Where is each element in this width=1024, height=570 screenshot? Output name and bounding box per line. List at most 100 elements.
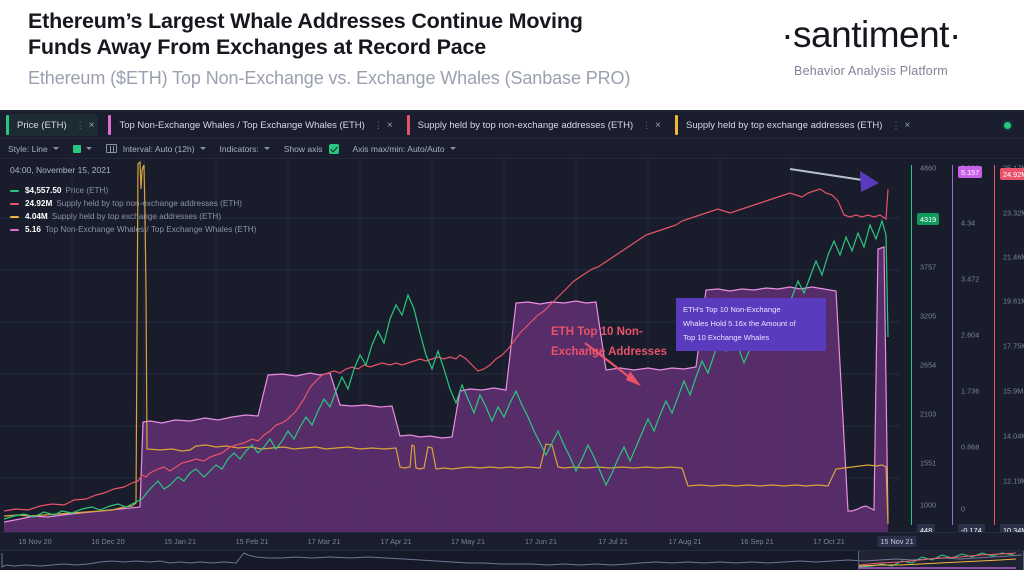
axis-current-value-badge: 24.92M [1000, 168, 1024, 180]
show-axis-toggle[interactable]: Show axis [283, 143, 339, 154]
series-whale-ratio-area [4, 247, 888, 532]
legend-value: $4,557.50 [25, 186, 62, 195]
chip-menu-icon[interactable]: ⋮ [642, 119, 652, 130]
legend-value: 5.16 [25, 225, 41, 234]
metric-chip-bar: Price (ETH) ⋮ × Top Non-Exchange Whales … [0, 112, 1024, 139]
metric-chip-exchange-supply[interactable]: Supply held by top exchange addresses (E… [674, 114, 914, 136]
page-title: Ethereum’s Largest Whale Addresses Conti… [28, 8, 758, 60]
chip-label: Supply held by top exchange addresses (E… [685, 119, 883, 131]
axis-tick: 4.34 [961, 218, 976, 228]
chip-close-icon[interactable]: × [904, 119, 911, 131]
axis-current-value-badge: 4319 [917, 213, 940, 225]
legend-row: 5.16 Top Non-Exchange Whales / Top Excha… [10, 225, 285, 234]
axis-line [911, 165, 912, 525]
color-swatch-icon [72, 144, 81, 153]
x-axis-tick: 17 May 21 [450, 537, 486, 546]
annotation-callout-box: ETH's Top 10 Non-Exchange Whales Hold 5.… [676, 298, 826, 351]
axis-tick: 0 [961, 504, 966, 514]
axis-tick: 23.32M [1003, 208, 1024, 218]
x-axis-tick: 17 Apr 21 [380, 537, 412, 546]
interval-selector[interactable]: Interval: Auto (12h) [105, 144, 206, 154]
legend-date: 04:00, November 15, 2021 [10, 165, 111, 175]
legend-row: 4.04M Supply held by top exchange addres… [10, 212, 285, 221]
series-whale-ratio-line [3, 246, 889, 523]
chart-x-axis: 15 Nov 20 16 Dec 20 15 Jan 21 15 Feb 21 … [0, 532, 1024, 550]
x-axis-tick: 16 Sep 21 [740, 537, 774, 546]
chip-label: Price (ETH) [17, 119, 67, 131]
x-axis-tick: 17 Oct 21 [813, 537, 845, 546]
chevron-down-icon [449, 147, 456, 150]
style-selector[interactable]: Style: Line [8, 144, 59, 154]
legend-color-dash [10, 189, 19, 192]
legend-color-dash [10, 228, 19, 231]
metric-chip-nonexchange-supply[interactable]: Supply held by top non-exchange addresse… [406, 114, 665, 136]
brand-tagline: Behavior Analysis Platform [794, 64, 948, 78]
color-selector[interactable] [72, 144, 92, 153]
page-title-line-1: Ethereum’s Largest Whale Addresses Conti… [28, 9, 583, 33]
chart-canvas[interactable]: santiment [0, 159, 1024, 532]
axis-tick: 17.75M [1003, 341, 1024, 351]
callout-line-3: Top 10 Exchange Whales [683, 333, 770, 342]
annotation-nonexchange-line-2: Exchange Addresses [551, 346, 667, 358]
page-subtitle: Ethereum ($ETH) Top Non-Exchange vs. Exc… [28, 68, 631, 88]
style-label: Style: Line [8, 143, 48, 154]
minimap-window-series [857, 552, 1017, 569]
show-axis-label: Show axis [283, 143, 323, 154]
chip-color-swatch [6, 115, 9, 135]
chart-minimap[interactable] [0, 550, 1024, 570]
axis-line [952, 165, 953, 525]
legend-row: 24.92M Supply held by top non-exchange a… [10, 199, 285, 208]
annotation-nonexchange-label: ETH Top 10 Non- Exchange Addresses [551, 322, 667, 362]
axis-tick: 1551 [920, 458, 937, 468]
annotation-nonexchange-line-1: ETH Top 10 Non- [551, 326, 643, 338]
x-axis-tick: 17 Mar 21 [307, 537, 341, 546]
chip-menu-icon[interactable]: ⋮ [891, 119, 901, 130]
chip-close-icon[interactable]: × [655, 119, 661, 131]
axis-tick: 19.61M [1003, 296, 1024, 306]
indicators-label: Indicators: [219, 143, 259, 154]
legend-value: 24.92M [25, 199, 53, 208]
legend-name: Supply held by top non-exchange addresse… [56, 199, 243, 208]
checkbox-checked-icon[interactable] [328, 143, 339, 154]
legend-value: 4.04M [25, 212, 48, 221]
axis-tick: 2103 [920, 409, 937, 419]
metric-chip-whale-ratio[interactable]: Top Non-Exchange Whales / Top Exchange W… [108, 114, 396, 136]
legend-color-dash [10, 202, 19, 205]
header-text-block: Ethereum’s Largest Whale Addresses Conti… [28, 8, 758, 89]
chip-close-icon[interactable]: × [386, 119, 393, 131]
chip-menu-icon[interactable]: ⋮ [373, 119, 383, 130]
callout-line-2: Whales Hold 5.16x the Amount of [683, 319, 796, 328]
x-axis-tick: 15 Feb 21 [235, 537, 269, 546]
chevron-down-icon [263, 147, 270, 150]
x-axis-tick: 17 Jun 21 [524, 537, 558, 546]
chip-close-icon[interactable]: × [88, 119, 95, 131]
axis-line [994, 165, 995, 525]
chip-menu-icon[interactable]: ⋮ [75, 119, 85, 130]
brand-name: ·santiment· [781, 14, 961, 55]
chip-color-swatch [674, 115, 678, 135]
minimap-selection-window[interactable] [858, 551, 1024, 570]
chart-legend-tooltip: 04:00, November 15, 2021 $4,557.50 Price… [10, 165, 285, 238]
chart-app: Price (ETH) ⋮ × Top Non-Exchange Whales … [0, 112, 1024, 570]
annotation-arrow-red [584, 342, 641, 386]
chevron-down-icon [85, 147, 92, 150]
axis-tick: 14.04M [1003, 431, 1024, 441]
axis-tick: 2.604 [961, 330, 980, 340]
chevron-down-icon [52, 147, 59, 150]
x-axis-current-tick: 15 Nov 21 [877, 536, 917, 547]
axis-tick: 3205 [920, 311, 937, 321]
x-axis-tick: 15 Jan 21 [163, 537, 197, 546]
santiment-logo: ·santiment· Behavior Analysis Platform [736, 14, 1006, 78]
right-axes-group: 4860 4319 3757 3205 2654 2103 1551 1000 … [900, 159, 1024, 532]
axis-tick: 1000 [920, 500, 937, 510]
axis-min-badge: 10.34M [1000, 524, 1024, 532]
axis-minmax-label: Axis max/min: Auto/Auto [352, 143, 445, 154]
metric-chip-price[interactable]: Price (ETH) ⋮ × [6, 114, 99, 136]
axis-tick: 12.19M [1003, 476, 1024, 486]
legend-name: Price (ETH) [65, 186, 109, 195]
axis-minmax-selector[interactable]: Axis max/min: Auto/Auto [353, 144, 456, 154]
legend-name: Supply held by top exchange addresses (E… [51, 212, 222, 221]
indicators-selector[interactable]: Indicators: [220, 144, 270, 154]
minimap-overview-line [1, 552, 1023, 568]
